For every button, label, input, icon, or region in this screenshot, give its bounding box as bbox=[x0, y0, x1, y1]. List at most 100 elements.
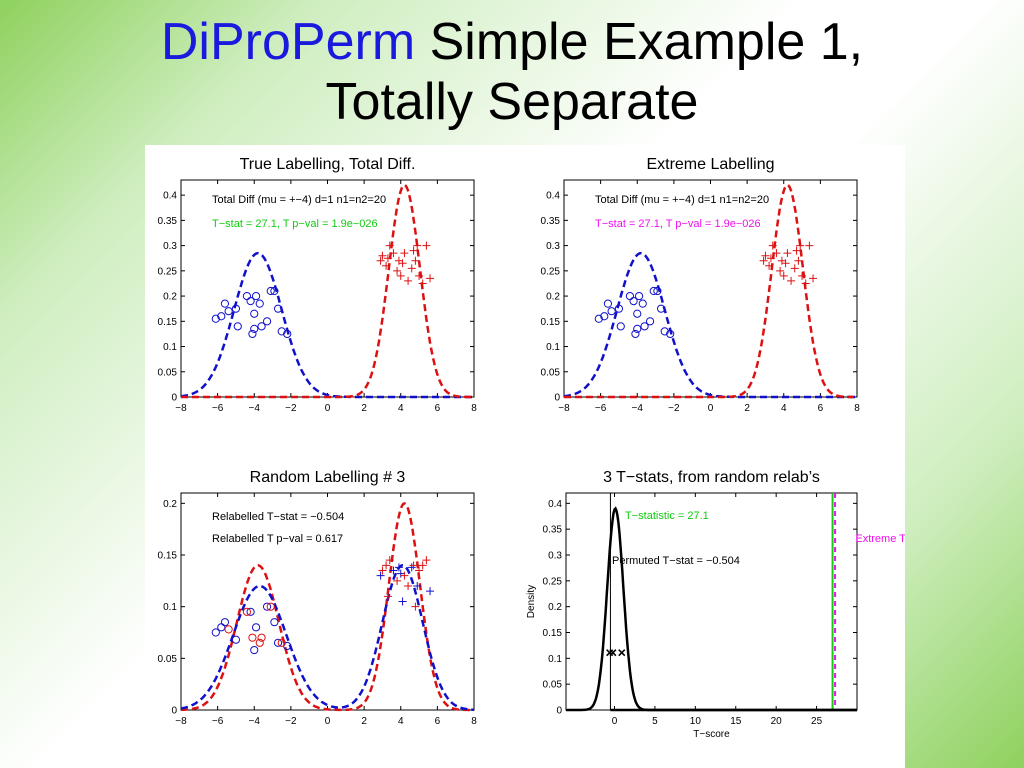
annotation-text: Relabelled T p−val = 0.617 bbox=[212, 533, 343, 545]
data-point-plus bbox=[411, 256, 420, 265]
data-point-circle bbox=[266, 602, 275, 611]
y-tick-label: 0.2 bbox=[163, 499, 177, 510]
data-point-plus bbox=[398, 597, 407, 606]
annotation-text: Permuted T−stat = −0.504 bbox=[612, 555, 740, 567]
data-point-plus bbox=[426, 587, 435, 596]
data-point-circle bbox=[649, 286, 658, 296]
x-tick-label: −6 bbox=[212, 716, 224, 727]
y-tick-label: 0.35 bbox=[543, 525, 563, 536]
figure-svg: True Labelling, Total Diff. −8 −6 −4 −2 0 2 4 6 8… bbox=[158, 156, 905, 740]
data-point-plus bbox=[787, 276, 796, 285]
annotation-text: Total Diff (mu = +−4) d=1 n1=n2=20 bbox=[595, 194, 769, 206]
data-point-plus bbox=[407, 563, 416, 572]
data-point-plus bbox=[383, 254, 392, 263]
data-point-circle bbox=[645, 317, 655, 326]
data-point-circle bbox=[277, 638, 286, 647]
x-tick-label: −8 bbox=[175, 403, 187, 414]
data-point-plus bbox=[772, 249, 781, 258]
data-point-circle bbox=[211, 314, 220, 323]
data-point-circle bbox=[251, 623, 261, 632]
data-point-circle bbox=[614, 304, 624, 313]
data-point-plus bbox=[396, 271, 405, 280]
annotation-text: T−stat = 27.1, T p−val = 1.9e−026 bbox=[595, 218, 761, 230]
data-point-plus bbox=[809, 274, 818, 283]
annotation-text: Total Diff (mu = +−4) d=1 n1=n2=20 bbox=[212, 194, 386, 206]
data-point-circle bbox=[224, 625, 233, 634]
data-point-plus bbox=[798, 271, 807, 280]
y-tick-label: 0.3 bbox=[548, 551, 562, 562]
data-point-plus bbox=[404, 276, 413, 285]
annotation-text: Extreme T−stat = 27.1 bbox=[855, 533, 905, 545]
data-point-circle bbox=[246, 607, 255, 616]
data-point-circle bbox=[220, 618, 230, 627]
data-point-plus bbox=[404, 582, 413, 590]
data-point-circle bbox=[666, 329, 675, 339]
data-point-plus bbox=[792, 246, 801, 255]
data-point-plus bbox=[383, 592, 392, 601]
data-point-circle bbox=[270, 618, 279, 627]
x-tick-label: −2 bbox=[285, 716, 297, 727]
y-tick-label: 0.15 bbox=[543, 628, 563, 639]
data-point-plus bbox=[376, 571, 385, 580]
chart-panel-1: True Labelling, Total Diff. −8 −6 −4 −2 0 2 4 6 8… bbox=[158, 156, 478, 414]
data-point-circle bbox=[629, 297, 638, 306]
data-point-circle bbox=[217, 312, 226, 321]
x-axis-label: T−score bbox=[693, 729, 730, 740]
plot-frame bbox=[180, 492, 475, 711]
y-tick-label: 0.2 bbox=[546, 292, 560, 303]
data-point-circle bbox=[262, 317, 272, 326]
y-tick-label: 0.15 bbox=[158, 317, 178, 328]
y-tick-label: 0.25 bbox=[541, 266, 561, 277]
y-tick-label: 0 bbox=[171, 706, 177, 717]
data-point-plus bbox=[415, 271, 424, 280]
chart-panel-3: Random Labelling # 3 −8 −6 −4 −2 0 2 4 6 8 0 0.05 0.… bbox=[158, 469, 478, 727]
plot-frame bbox=[565, 492, 858, 711]
data-point-plus bbox=[409, 561, 418, 570]
data-point-plus bbox=[400, 249, 409, 258]
x-tick-label: 6 bbox=[435, 716, 441, 727]
data-point-plus bbox=[409, 246, 418, 255]
data-point-circle bbox=[220, 299, 230, 308]
x-tick-label: −6 bbox=[595, 403, 607, 414]
data-point-plus bbox=[393, 576, 402, 585]
y-tick-label: 0.1 bbox=[163, 342, 177, 353]
x-tick-label: −4 bbox=[249, 403, 261, 414]
x-tick-label: 6 bbox=[435, 403, 441, 414]
data-point-circle bbox=[277, 327, 286, 336]
data-point-circle bbox=[257, 322, 266, 331]
y-tick-label: 0 bbox=[554, 393, 560, 404]
slide-title-accent: DiProPerm bbox=[160, 13, 416, 71]
y-tick-label: 0 bbox=[171, 393, 177, 404]
data-point-plus bbox=[783, 249, 792, 258]
chart-title: 3 T−stats, from random relab’s bbox=[603, 469, 820, 486]
data-point-circle bbox=[251, 291, 261, 301]
chart-panel-4: 3 T−stats, from random relab’s 0 5 10 15 20 25… bbox=[526, 469, 905, 740]
annotation-text: T−stat = 27.1, T p−val = 1.9e−026 bbox=[212, 218, 378, 230]
data-point-plus bbox=[796, 241, 805, 250]
y-tick-label: 0.4 bbox=[548, 499, 562, 510]
x-tick-label: −4 bbox=[632, 403, 644, 414]
x-tick-label: 10 bbox=[690, 716, 702, 727]
data-point-plus bbox=[418, 561, 427, 570]
data-point-plus bbox=[422, 556, 431, 565]
data-point-plus bbox=[779, 271, 788, 280]
data-point-plus bbox=[413, 241, 422, 250]
data-point-circle bbox=[250, 309, 259, 318]
x-tick-label: 25 bbox=[811, 716, 823, 727]
data-point-plus bbox=[776, 266, 785, 275]
data-point-circle bbox=[273, 638, 283, 647]
data-point-circle bbox=[634, 291, 644, 301]
data-point-circle bbox=[242, 607, 252, 616]
x-tick-label: 0 bbox=[612, 716, 618, 727]
data-point-plus bbox=[426, 274, 435, 283]
y-tick-label: 0.25 bbox=[158, 266, 178, 277]
y-tick-label: 0 bbox=[556, 706, 562, 717]
data-point-circle bbox=[640, 322, 649, 331]
series-line-red bbox=[181, 183, 474, 399]
data-point-circle bbox=[638, 299, 647, 308]
data-point-plus bbox=[794, 256, 803, 265]
y-tick-label: 0.05 bbox=[158, 367, 178, 378]
y-tick-label: 0.3 bbox=[546, 241, 560, 252]
data-point-circle bbox=[273, 304, 283, 313]
y-tick-label: 0.15 bbox=[541, 317, 561, 328]
